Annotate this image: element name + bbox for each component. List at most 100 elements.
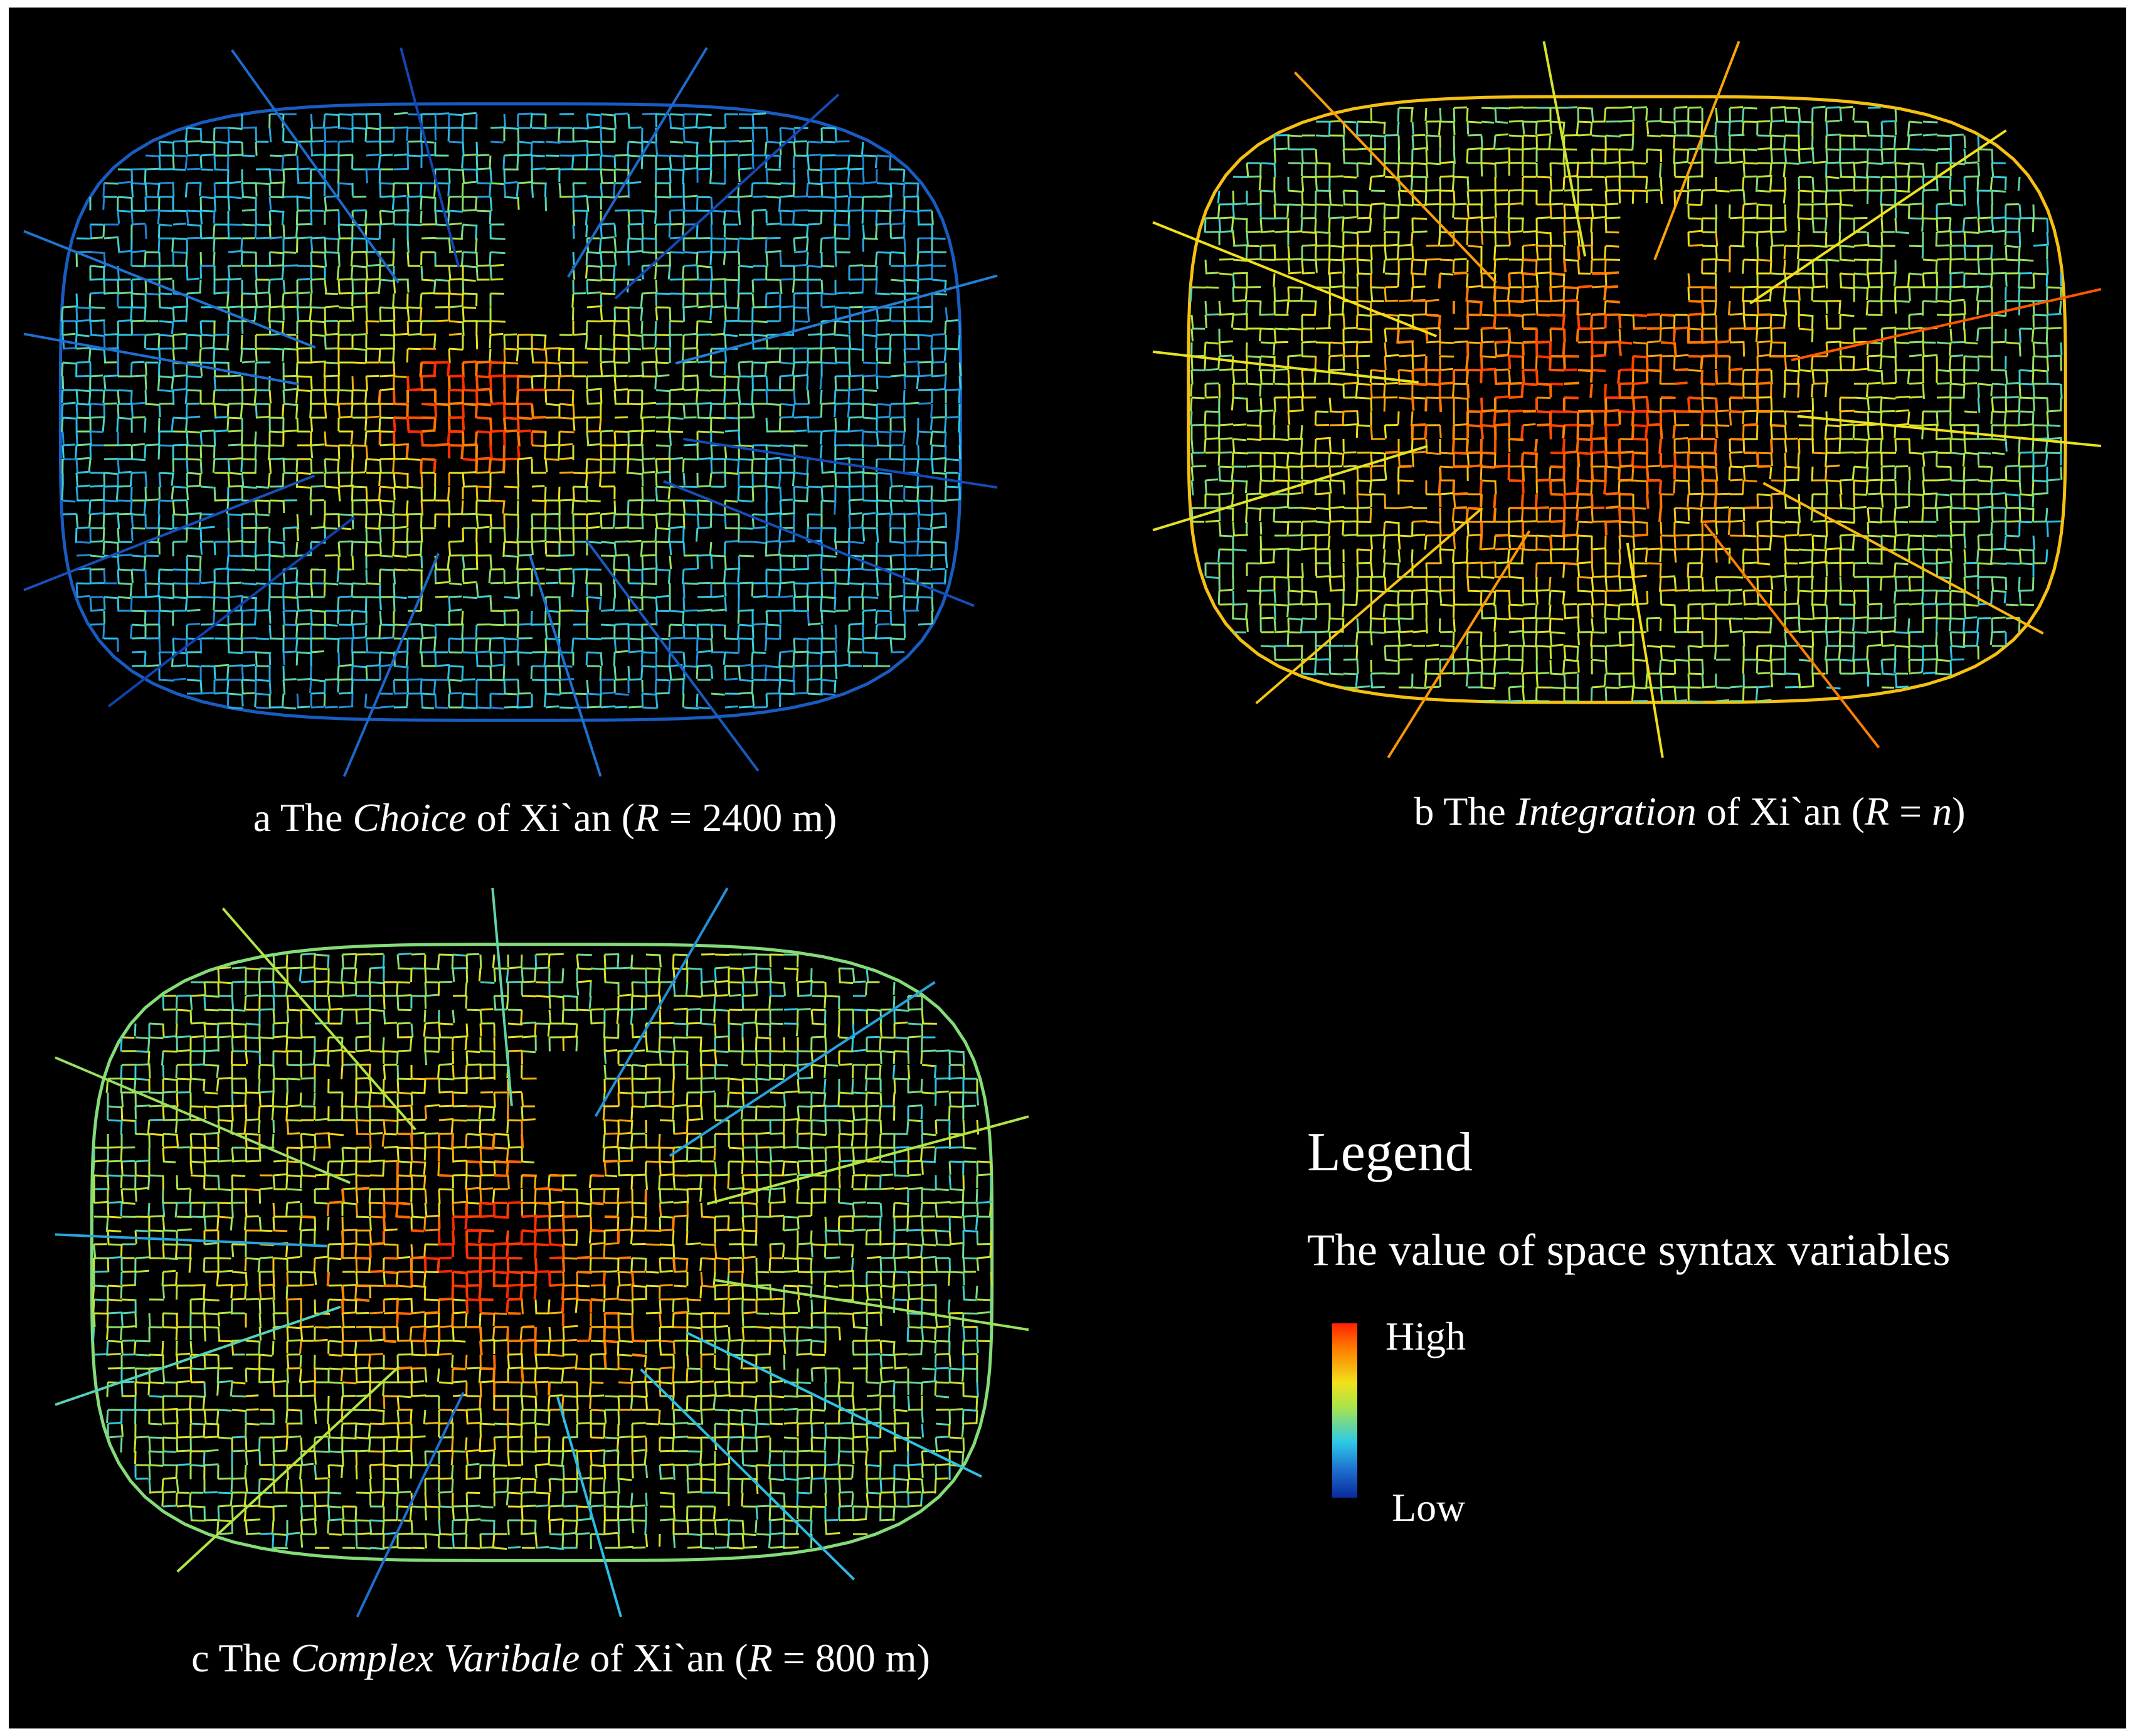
street-segment [697,389,711,392]
street-segment [391,196,395,210]
street-segment [365,486,368,502]
street-segment [378,155,381,169]
street-segment [405,652,409,666]
street-segment [807,168,822,172]
street-segment [476,167,492,171]
street-segment [310,458,313,474]
street-segment [889,445,892,460]
street-segment [1812,300,1826,303]
street-segment [406,348,409,363]
street-segment [683,167,697,171]
street-segment [447,127,450,142]
street-segment [1204,259,1207,273]
street-segment [1756,300,1759,316]
street-segment [820,555,823,569]
street-segment [697,706,711,710]
street-segment [434,652,437,665]
street-segment [1328,245,1331,261]
street-segment [324,305,339,309]
street-segment [531,499,547,502]
street-segment [352,278,368,281]
street-segment [159,389,173,393]
street-segment [310,348,313,362]
street-segment [351,307,354,322]
street-segment [917,307,920,322]
street-segment [1369,204,1372,220]
street-segment [186,291,202,295]
street-segment [1412,299,1426,302]
street-segment [572,417,576,431]
street-segment [1935,162,1938,177]
street-segment [1288,286,1302,289]
street-segment [862,596,878,599]
street-segment [407,195,423,198]
street-segment [1564,106,1578,109]
street-segment [876,472,891,475]
street-segment [779,500,782,514]
street-segment [419,183,423,198]
street-segment [462,458,477,462]
street-segment [1396,121,1400,136]
street-segment [159,375,173,379]
street-segment [103,472,119,475]
street-segment [710,196,713,211]
street-segment [751,362,754,378]
street-segment [1494,204,1497,218]
street-segment [1714,259,1717,273]
street-segment [1508,273,1512,287]
street-segment [241,403,257,406]
street-segment [736,624,740,639]
street-segment [268,458,272,474]
street-segment [1963,190,1966,206]
street-segment [874,610,878,624]
street-segment [1865,162,1869,177]
street-segment [448,637,463,640]
street-segment [76,334,90,337]
street-segment [1357,230,1370,233]
street-segment [490,401,504,405]
street-segment [1288,230,1303,233]
street-segment [654,183,657,198]
street-segment [351,624,355,638]
street-segment [1328,259,1331,275]
street-segment [738,153,753,157]
street-segment [682,458,685,473]
street-segment [199,279,202,293]
street-segment [627,320,631,336]
street-segment [1741,231,1745,246]
street-segment [751,583,754,597]
street-segment [1618,162,1621,176]
street-segment [310,360,326,364]
caption-eq: = [659,795,702,840]
street-segment [241,458,257,461]
street-segment [724,651,738,654]
street-segment [228,402,243,405]
street-segment [793,485,809,489]
street-segment [738,210,741,225]
street-segment [1535,273,1539,288]
street-segment [931,444,946,448]
street-segment [628,650,643,654]
street-segment [131,306,146,309]
street-segment [1536,271,1552,275]
street-segment [130,624,133,639]
street-segment [1591,162,1607,165]
street-segment [724,306,739,310]
street-segment [324,196,327,210]
street-segment [228,664,243,667]
street-segment [1757,230,1772,233]
street-segment [365,238,368,252]
street-segment [448,292,464,296]
street-segment [1246,300,1261,303]
street-segment [517,472,520,487]
street-segment [918,388,933,391]
street-segment [655,596,659,610]
street-segment [848,500,852,515]
street-segment [849,458,864,461]
street-segment [559,692,573,695]
street-segment [861,210,864,224]
street-segment [766,140,780,144]
street-segment [571,155,575,169]
street-segment [752,513,768,516]
street-segment [903,307,906,320]
